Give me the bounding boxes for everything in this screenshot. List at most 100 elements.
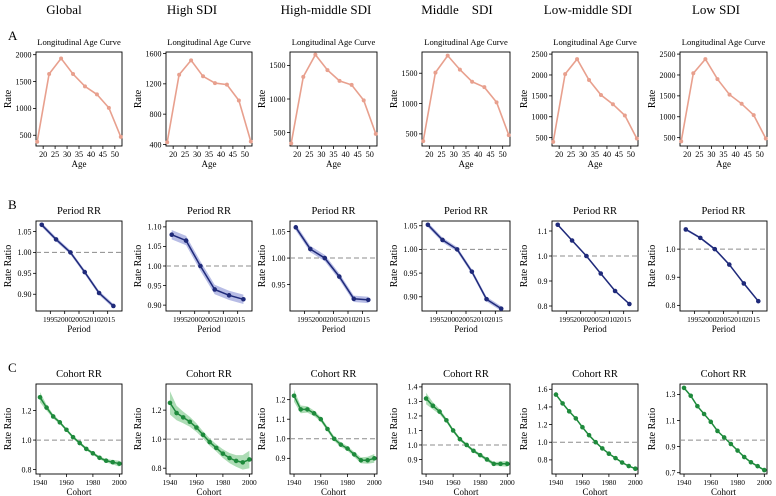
x-tick-label: 2000 xyxy=(112,478,127,487)
data-point xyxy=(240,460,246,465)
x-tick-label: 20 xyxy=(39,150,47,159)
panel-title: Cohort RR xyxy=(701,369,747,380)
x-tick-label: 30 xyxy=(193,150,201,159)
y-tick-label: 1.05 xyxy=(148,242,162,251)
data-point xyxy=(68,250,73,255)
panel-b-middle-sdi: Period RR 1995 2000 2005 2010 2015 0.90 0.95 1.0… xyxy=(389,206,511,334)
column-headers: Global High SDI High-middle SDI Middle S… xyxy=(46,2,740,17)
x-tick-label: 2000 xyxy=(757,478,772,487)
data-point xyxy=(345,446,350,451)
data-point xyxy=(200,432,206,438)
row-label-b: B xyxy=(8,197,17,212)
x-tick-label: 1980 xyxy=(473,478,488,487)
data-point xyxy=(688,393,694,399)
data-point xyxy=(471,448,476,454)
data-point xyxy=(106,105,111,110)
y-tick-label: 1500 xyxy=(16,77,32,86)
panel-title: Cohort RR xyxy=(443,369,489,380)
data-point xyxy=(498,461,503,467)
data-point xyxy=(351,452,357,457)
data-point xyxy=(563,72,568,77)
x-tick-label: 2010 xyxy=(341,315,356,324)
data-point xyxy=(174,410,179,416)
y-axis-label: Rate Ratio xyxy=(647,408,658,451)
x-tick-label: 2015 xyxy=(488,315,503,324)
panel-title: Longitudinal Age Curve xyxy=(292,37,376,47)
data-point xyxy=(484,296,489,302)
y-tick-label: 1.0 xyxy=(276,435,286,444)
x-axis-label: Period xyxy=(67,324,91,334)
data-point xyxy=(593,439,598,445)
data-point xyxy=(325,68,330,73)
data-point xyxy=(50,414,56,419)
data-point xyxy=(305,407,310,412)
series-line xyxy=(36,57,122,142)
series-line xyxy=(293,395,375,462)
x-tick-label: 1960 xyxy=(59,478,74,487)
x-tick-label: 1995 xyxy=(559,315,574,324)
panel-title: Longitudinal Age Curve xyxy=(167,37,251,47)
y-tick-label: 1.1 xyxy=(538,227,548,236)
row-label-c: C xyxy=(8,360,17,375)
series-line xyxy=(683,387,765,471)
x-tick-label: 35 xyxy=(329,150,337,159)
data-point xyxy=(117,461,122,466)
data-point xyxy=(313,52,318,57)
y-axis-label: Rate xyxy=(389,89,400,108)
x-tick-label: 30 xyxy=(707,150,715,159)
y-tick-label: 0.95 xyxy=(404,269,418,278)
data-point xyxy=(430,403,436,409)
series-line xyxy=(427,224,502,310)
x-tick-label: 45 xyxy=(744,150,752,159)
data-point xyxy=(103,458,109,464)
data-point xyxy=(77,440,82,446)
y-tick-label: 1.4 xyxy=(538,403,548,412)
x-tick-label: 2000 xyxy=(628,478,643,487)
x-tick-label: 45 xyxy=(486,150,494,159)
y-tick-label: 0.9 xyxy=(666,273,676,282)
data-point xyxy=(691,71,696,76)
series-line xyxy=(41,224,114,307)
x-axis-label: Age xyxy=(716,159,731,169)
data-point xyxy=(366,297,371,303)
x-tick-label: 1980 xyxy=(340,478,355,487)
y-axis-label: Rate xyxy=(133,89,144,108)
x-tick-label: 2015 xyxy=(355,315,370,324)
x-tick-label: 1940 xyxy=(33,478,48,487)
data-point xyxy=(318,416,324,422)
data-point xyxy=(469,269,475,274)
x-tick-label: 45 xyxy=(354,150,362,159)
x-tick-label: 1960 xyxy=(189,478,204,487)
x-axis-label: Age xyxy=(72,159,87,169)
data-point xyxy=(311,411,317,416)
data-point xyxy=(110,459,116,465)
confidence-band xyxy=(40,392,120,467)
column-header-global: Global xyxy=(46,2,82,17)
x-axis-label: Period xyxy=(712,324,736,334)
y-tick-label: 0.8 xyxy=(538,302,548,311)
y-tick-label: 1.2 xyxy=(22,406,32,415)
y-tick-label: 500 xyxy=(20,131,32,140)
panel-title: Cohort RR xyxy=(572,369,618,380)
x-tick-label: 25 xyxy=(181,150,189,159)
series-line xyxy=(557,224,630,305)
x-axis-label: Cohort xyxy=(66,487,92,496)
panel-title: Cohort RR xyxy=(311,369,357,380)
y-tick-label: 1.2 xyxy=(152,406,162,415)
y-tick-label: 1.0 xyxy=(538,438,548,447)
x-tick-label: 50 xyxy=(111,150,119,159)
data-point xyxy=(727,262,732,267)
confidence-band xyxy=(426,392,508,467)
data-point xyxy=(484,457,490,462)
x-tick-label: 1960 xyxy=(313,478,328,487)
data-point xyxy=(584,253,589,259)
data-point xyxy=(212,287,218,292)
y-axis-label: Rate xyxy=(257,89,268,108)
y-tick-label: 400 xyxy=(150,140,162,149)
data-point xyxy=(708,419,714,425)
data-point xyxy=(440,237,445,243)
x-tick-label: 2000 xyxy=(242,478,257,487)
y-tick-label: 0.9 xyxy=(276,454,286,463)
y-tick-label: 800 xyxy=(150,110,162,119)
x-tick-label: 1940 xyxy=(419,478,434,487)
